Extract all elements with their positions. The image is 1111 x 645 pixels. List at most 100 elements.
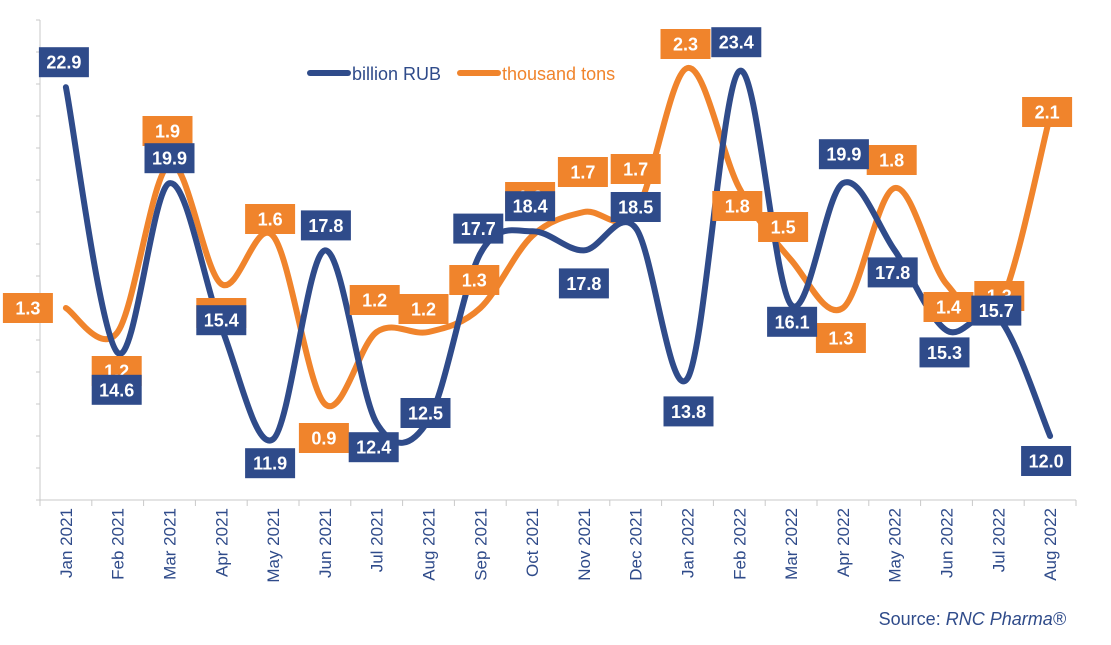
- data-label-box: [712, 191, 763, 221]
- data-label-box: [818, 139, 869, 170]
- data-label-box: [144, 143, 195, 174]
- x-tick-label-mar-2022: Mar 2022: [782, 508, 801, 580]
- x-tick-label-feb-2022: Feb 2022: [730, 508, 749, 580]
- data-label-text: 19.9: [152, 149, 187, 169]
- data-label-text: 2.1: [1035, 103, 1060, 123]
- data-labels-layer: 1.31.21.91.41.60.91.21.21.31.61.71.72.31…: [2, 27, 1073, 479]
- x-tick-label-oct-2021: Oct 2021: [523, 508, 542, 577]
- data-label-box: [142, 116, 193, 146]
- data-label-box: [245, 448, 296, 479]
- legend-label-thousand-tons: thousand tons: [502, 64, 615, 84]
- data-label-text: 23.4: [719, 33, 754, 53]
- x-tick-label-aug-2021: Aug 2021: [420, 508, 439, 581]
- data-label-rub-may-2022: 17.8: [867, 257, 918, 288]
- data-label-box: [91, 374, 142, 405]
- x-tick-label-apr-2021: Apr 2021: [212, 508, 231, 577]
- data-label-text: 1.5: [771, 218, 796, 238]
- data-label-rub-jan-2022: 13.8: [663, 396, 714, 427]
- data-label-text: 18.5: [618, 198, 653, 218]
- x-tick-label-sep-2021: Sep 2021: [471, 508, 490, 581]
- data-label-text: 1.2: [411, 300, 436, 320]
- data-label-text: 17.7: [461, 219, 496, 239]
- series-line-billion-rub: [62, 68, 1054, 446]
- data-label-box: [923, 292, 974, 322]
- data-label-box: [348, 432, 399, 463]
- data-label-box: [449, 265, 500, 295]
- source-note: Source: RNC Pharma®: [879, 609, 1066, 630]
- data-label-tons-jun-2022: 1.4: [923, 292, 974, 322]
- data-label-tons-aug-2021: 1.2: [398, 294, 449, 324]
- data-label-tons-mar-2022: 1.5: [758, 212, 809, 242]
- data-label-text: 1.7: [623, 160, 648, 180]
- x-tick-label-dec-2021: Dec 2021: [627, 508, 646, 581]
- source-brand: RNC Pharma®: [945, 609, 1066, 629]
- data-label-text: 11.9: [253, 454, 287, 474]
- data-label-text: 18.4: [513, 197, 548, 217]
- data-label-box: [1022, 97, 1073, 127]
- data-label-rub-feb-2022: 23.4: [711, 27, 762, 58]
- data-label-text: 12.0: [1029, 452, 1064, 472]
- legend-label-billion-rub: billion RUB: [352, 64, 441, 84]
- data-label-rub-nov-2021: 17.8: [558, 268, 609, 299]
- data-label-text: 1.3: [828, 329, 853, 349]
- data-label-tons-may-2021: 1.6: [245, 204, 296, 234]
- data-label-box: [767, 306, 818, 337]
- data-label-box: [711, 27, 762, 58]
- data-label-box: [663, 396, 714, 427]
- data-label-text: 1.7: [570, 163, 595, 183]
- x-tick-label-nov-2021: Nov 2021: [575, 508, 594, 581]
- data-label-rub-jun-2021: 17.8: [300, 210, 351, 241]
- x-tick-label-jan-2022: Jan 2022: [679, 508, 698, 578]
- data-label-box: [38, 47, 89, 78]
- x-tick-label-feb-2021: Feb 2021: [109, 508, 128, 580]
- data-label-tons-jun-2021: 0.9: [298, 423, 349, 453]
- data-label-rub-may-2021: 11.9: [245, 448, 296, 479]
- data-label-rub-aug-2021: 12.5: [400, 398, 451, 428]
- data-label-rub-mar-2022: 16.1: [767, 306, 818, 337]
- data-label-text: 16.1: [775, 312, 810, 332]
- data-label-tons-apr-2022: 1.3: [815, 323, 866, 353]
- data-label-box: [557, 157, 608, 187]
- data-label-tons-jan-2022: 2.3: [660, 29, 711, 59]
- data-label-text: 17.8: [308, 216, 343, 236]
- data-label-box: [349, 285, 400, 315]
- data-label-box: [758, 212, 809, 242]
- data-label-box: [505, 191, 556, 222]
- data-label-box: [867, 257, 918, 288]
- data-label-text: 1.4: [936, 298, 961, 318]
- data-label-box: [298, 423, 349, 453]
- data-label-rub-apr-2022: 19.9: [818, 139, 869, 170]
- data-label-text: 19.9: [826, 145, 861, 165]
- x-tick-label-jun-2021: Jun 2021: [316, 508, 335, 578]
- data-label-rub-feb-2021: 14.6: [91, 374, 142, 405]
- data-label-tons-sep-2021: 1.3: [449, 265, 500, 295]
- data-label-text: 2.3: [673, 35, 698, 55]
- data-label-text: 12.5: [408, 404, 443, 424]
- series-line-thousand-tons: [62, 65, 1054, 410]
- data-label-tons-jan-2021: 1.3: [2, 293, 53, 323]
- data-label-box: [815, 323, 866, 353]
- x-tick-label-jan-2021: Jan 2021: [57, 508, 76, 578]
- data-label-box: [919, 337, 970, 368]
- data-label-box: [866, 145, 917, 175]
- data-label-text: 15.4: [204, 311, 239, 331]
- data-label-box: [1021, 446, 1072, 476]
- data-label-text: 1.6: [258, 210, 283, 230]
- data-label-text: 1.3: [15, 299, 40, 319]
- data-label-box: [610, 192, 661, 222]
- data-label-text: 13.8: [671, 402, 706, 422]
- data-label-text: 15.3: [927, 343, 962, 363]
- data-label-text: 1.9: [155, 122, 180, 142]
- data-label-box: [196, 305, 247, 336]
- x-tick-label-jun-2022: Jun 2022: [938, 508, 957, 578]
- data-label-rub-sep-2021: 17.7: [453, 213, 504, 244]
- data-label-text: 15.7: [979, 301, 1014, 321]
- data-label-tons-mar-2021: 1.9: [142, 116, 193, 146]
- x-tick-label-jul-2022: Jul 2022: [989, 508, 1008, 572]
- data-label-box: [300, 210, 351, 241]
- data-label-rub-apr-2021: 15.4: [196, 305, 247, 336]
- data-label-box: [453, 213, 504, 244]
- data-label-tons-may-2022: 1.8: [866, 145, 917, 175]
